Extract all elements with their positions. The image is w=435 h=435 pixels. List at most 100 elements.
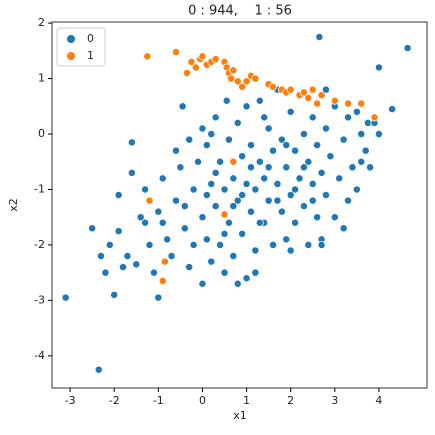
point [352, 107, 361, 116]
point [198, 52, 207, 61]
point [357, 99, 366, 108]
point [304, 157, 313, 166]
point [229, 202, 238, 211]
point [105, 240, 114, 249]
point [291, 146, 300, 155]
point [299, 202, 308, 211]
point [291, 218, 300, 227]
point [291, 185, 300, 194]
point [141, 185, 150, 194]
point [344, 99, 352, 108]
point [143, 52, 152, 61]
point [247, 163, 255, 172]
point [299, 163, 308, 172]
x-tick-label: -3 [65, 394, 76, 407]
point [322, 85, 330, 94]
point [227, 74, 236, 83]
point [242, 179, 251, 188]
point [308, 113, 317, 122]
point [282, 235, 291, 244]
point [247, 207, 255, 216]
y-tick-label: 1 [38, 72, 45, 85]
point [61, 293, 70, 302]
point [348, 163, 357, 172]
point [127, 138, 136, 147]
point [189, 240, 198, 249]
point [211, 55, 220, 64]
point [344, 113, 352, 122]
point [304, 240, 313, 249]
point [317, 91, 326, 100]
point [180, 224, 189, 233]
point [224, 135, 233, 144]
point [326, 152, 335, 161]
point [282, 163, 291, 172]
point [136, 213, 145, 222]
point [233, 279, 242, 288]
point [264, 163, 273, 172]
point [158, 277, 167, 285]
point [163, 235, 172, 244]
point [357, 130, 366, 138]
point [202, 191, 211, 199]
point [317, 240, 326, 249]
point [180, 202, 189, 211]
point [286, 246, 295, 255]
point [198, 279, 207, 288]
legend-marker [67, 52, 75, 60]
point [366, 163, 375, 172]
point [145, 196, 154, 205]
point [229, 66, 238, 75]
point [172, 196, 180, 205]
point [149, 268, 158, 277]
point [158, 218, 167, 227]
point [238, 191, 247, 199]
point [194, 157, 202, 166]
point [207, 130, 216, 138]
point [207, 257, 216, 266]
point [94, 365, 103, 374]
point [344, 196, 352, 205]
y-tick-label: 0 [38, 127, 45, 140]
point [233, 196, 242, 205]
point [216, 157, 225, 166]
point [222, 96, 231, 105]
point [255, 157, 264, 166]
point [220, 229, 229, 238]
point [189, 185, 198, 194]
legend-label: 0 [87, 32, 94, 45]
point [286, 85, 295, 94]
point [352, 185, 361, 194]
point [251, 268, 260, 277]
point [308, 179, 317, 188]
point [183, 69, 191, 77]
point [251, 185, 260, 194]
point [269, 82, 277, 91]
point [304, 94, 313, 102]
x-tick-label: 3 [331, 394, 338, 407]
y-axis-label: x2 [7, 198, 20, 212]
point [269, 146, 277, 155]
point [357, 157, 366, 166]
x-axis-label: x1 [233, 409, 247, 422]
point [238, 229, 247, 238]
point [233, 77, 242, 86]
point [313, 99, 322, 108]
legend-marker [67, 35, 75, 43]
point [388, 105, 397, 114]
point [185, 263, 194, 272]
point [339, 224, 348, 233]
point [176, 163, 185, 172]
point [127, 168, 136, 177]
point [97, 252, 105, 260]
point [247, 141, 255, 150]
point [286, 107, 295, 116]
point [264, 124, 273, 133]
point [211, 168, 220, 177]
y-tick-label: -1 [34, 182, 45, 195]
point [233, 118, 242, 127]
point [101, 268, 110, 277]
point [198, 213, 207, 222]
point [242, 274, 251, 283]
plot-area [51, 21, 428, 389]
